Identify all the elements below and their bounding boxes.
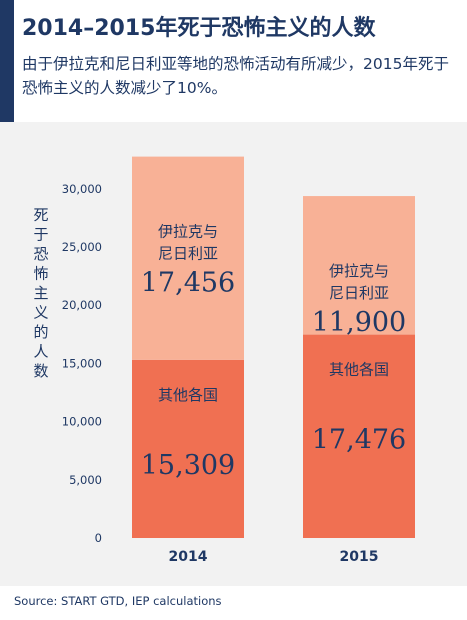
segment-label: 伊拉克与 <box>329 262 389 280</box>
data-label: 15,309 <box>141 450 235 481</box>
data-label: 11,900 <box>312 307 406 338</box>
y-axis-title-char: 怖 <box>33 265 48 283</box>
y-axis-title-char: 主 <box>33 284 48 302</box>
bar-segment-other-countries <box>132 359 244 538</box>
y-tick-label: 0 <box>95 531 102 545</box>
y-axis-title-char: 死 <box>33 206 48 224</box>
bar-segment-iraq-nigeria <box>303 196 415 335</box>
y-axis-title-char: 人 <box>33 343 48 361</box>
y-axis-title-char: 恐 <box>33 245 48 263</box>
y-axis-title-char: 的 <box>33 323 48 341</box>
y-tick-label: 5,000 <box>69 473 102 487</box>
y-tick-label: 20,000 <box>62 298 102 312</box>
source-note: Source: START GTD, IEP calculations <box>14 594 222 608</box>
y-axis-title-char: 义 <box>33 304 48 322</box>
x-tick-label: 2015 <box>340 549 379 565</box>
chart-subtitle: 由于伊拉克和尼日利亚等地的恐怖活动有所减少，2015年死于恐怖主义的人数减少了1… <box>22 55 449 97</box>
y-tick-label: 25,000 <box>62 240 102 254</box>
accent-bar <box>0 0 14 122</box>
segment-label: 尼日利亚 <box>329 284 389 302</box>
y-tick-label: 30,000 <box>62 182 102 196</box>
bar-segment-other-countries <box>303 334 415 538</box>
y-axis-title-char: 数 <box>33 362 48 380</box>
chart-title: 2014–2015年死于恐怖主义的人数 <box>22 16 376 41</box>
segment-label: 其他各国 <box>329 361 389 379</box>
segment-label: 其他各国 <box>158 386 218 404</box>
data-label: 17,456 <box>141 268 235 299</box>
bar-segment-iraq-nigeria <box>132 156 244 360</box>
chart-panel: 0 5,000 10,000 15,000 20,000 25,000 30,000 死于恐怖… <box>0 122 467 586</box>
y-axis-title-char: 于 <box>33 226 48 244</box>
data-label: 17,476 <box>312 425 406 456</box>
y-tick-label: 15,000 <box>62 356 102 370</box>
segment-label: 伊拉克与 <box>158 223 218 241</box>
segment-label: 尼日利亚 <box>158 245 218 263</box>
y-tick-label: 10,000 <box>62 415 102 429</box>
header: 2014–2015年死于恐怖主义的人数 由于伊拉克和尼日利亚等地的恐怖活动有所减… <box>22 0 462 122</box>
stacked-bar-chart: 0 5,000 10,000 15,000 20,000 25,000 30,000 死于恐怖… <box>33 156 415 565</box>
x-tick-label: 2014 <box>169 549 208 565</box>
